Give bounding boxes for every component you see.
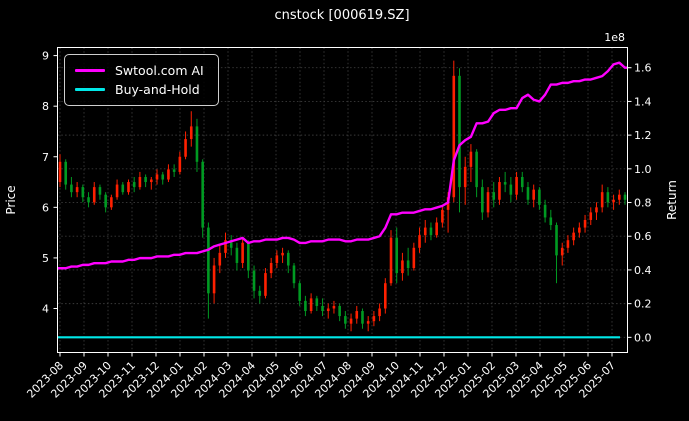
strategy-line-swatch bbox=[75, 69, 105, 72]
axis-titles: Price Return bbox=[4, 180, 679, 220]
svg-text:0.6: 0.6 bbox=[634, 230, 652, 243]
svg-text:Return: Return bbox=[665, 180, 679, 220]
svg-text:0.0: 0.0 bbox=[634, 331, 652, 344]
buyhold-line-swatch bbox=[75, 88, 105, 91]
legend-item-strategy: Swtool.com AI bbox=[75, 61, 204, 80]
svg-text:0.4: 0.4 bbox=[634, 264, 652, 277]
svg-text:1.6: 1.6 bbox=[634, 62, 652, 75]
svg-text:5: 5 bbox=[42, 252, 49, 265]
legend-item-buyhold: Buy-and-Hold bbox=[75, 80, 204, 99]
price-tick-labels: 4 5 6 7 8 9 bbox=[42, 50, 49, 316]
svg-text:4: 4 bbox=[42, 302, 49, 315]
svg-text:8: 8 bbox=[42, 100, 49, 113]
svg-text:Price: Price bbox=[4, 185, 18, 214]
svg-text:9: 9 bbox=[42, 50, 49, 63]
svg-text:0.2: 0.2 bbox=[634, 298, 652, 311]
spines bbox=[57, 47, 628, 353]
svg-text:1.0: 1.0 bbox=[634, 163, 652, 176]
axis-ticks bbox=[53, 55, 632, 357]
svg-text:7: 7 bbox=[42, 151, 49, 164]
strategy-line bbox=[57, 61, 628, 270]
svg-text:0.8: 0.8 bbox=[634, 197, 652, 210]
legend: Swtool.com AI Buy-and-Hold bbox=[64, 54, 219, 106]
axis-multiplier: 1e8 bbox=[604, 31, 625, 44]
svg-text:1.4: 1.4 bbox=[634, 95, 652, 108]
svg-text:6: 6 bbox=[42, 201, 49, 214]
svg-text:1.2: 1.2 bbox=[634, 129, 652, 142]
legend-label-buyhold: Buy-and-Hold bbox=[115, 82, 200, 97]
return-tick-labels: 0.0 0.2 0.4 0.6 0.8 1.0 1.2 1.4 1.6 bbox=[634, 62, 652, 345]
x-tick-labels: 2023-082023-092023-102023-112023-122024-… bbox=[24, 359, 618, 401]
candles-layer bbox=[58, 60, 627, 332]
chart-title: cnstock [000619.SZ] bbox=[274, 8, 410, 23]
svg-text:1e8: 1e8 bbox=[604, 31, 625, 44]
legend-label-strategy: Swtool.com AI bbox=[115, 63, 204, 78]
